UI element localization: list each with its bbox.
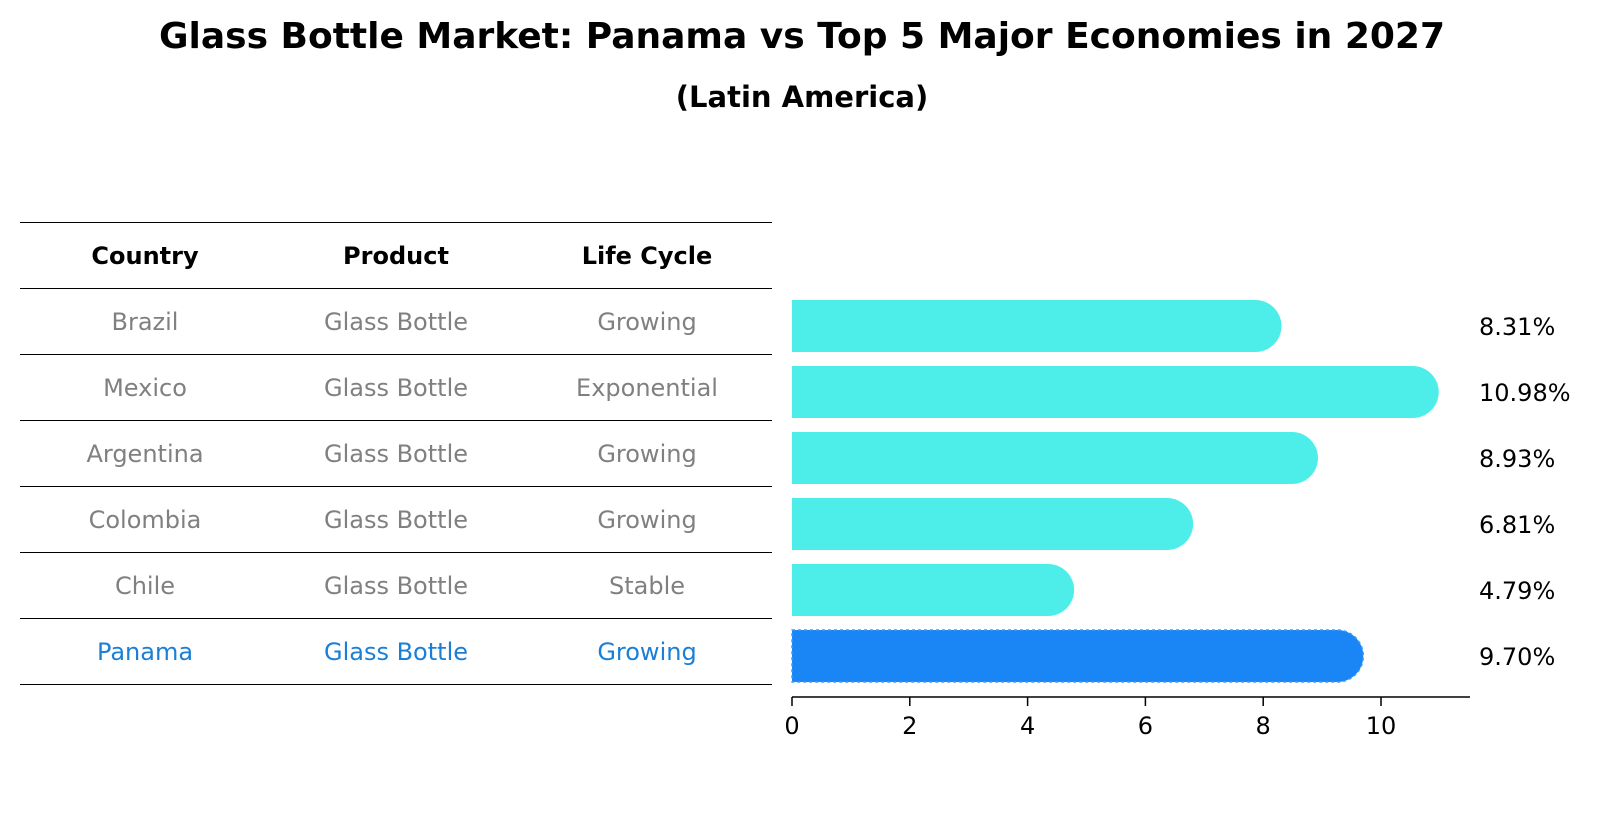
cell-country: Argentina [86,439,204,468]
x-tick-label: 10 [1366,712,1397,740]
bar-panama [791,629,1365,683]
cell-life-cycle: Growing [597,307,697,336]
x-tick-label: 8 [1256,712,1271,740]
value-label-colombia: 6.81% [1479,511,1555,539]
table-row-highlight: Panama Glass Bottle Growing [20,618,772,685]
header-country: Country [91,241,199,270]
bar-mexico [792,366,1439,418]
cell-product: Glass Bottle [323,439,468,468]
x-tick-label: 0 [784,712,799,740]
value-label-brazil: 8.31% [1479,313,1555,341]
cell-life-cycle: Growing [597,637,697,666]
cell-product: Glass Bottle [323,571,468,600]
header-product: Product [343,241,449,270]
market-table: Country Product Life Cycle Brazil Glass … [20,222,772,685]
cell-country: Panama [96,637,194,666]
cell-product: Glass Bottle [323,373,468,402]
chart-subtitle: (Latin America) [675,80,929,114]
cell-product: Glass Bottle [323,505,468,534]
table-row: Colombia Glass Bottle Growing [20,486,772,552]
value-label-mexico: 10.98% [1479,379,1571,407]
bar-brazil [792,300,1282,352]
cell-product: Glass Bottle [323,307,468,336]
cell-country: Brazil [111,307,179,336]
table-row: Mexico Glass Bottle Exponential [20,354,772,420]
cell-product: Glass Bottle [323,637,468,666]
value-label-argentina: 8.93% [1479,445,1555,473]
bar-chile [792,564,1075,616]
cell-life-cycle: Exponential [576,373,718,402]
cell-life-cycle: Growing [597,439,697,468]
cell-country: Colombia [88,505,202,534]
x-tick-label: 4 [1020,712,1035,740]
bar-argentina [792,432,1318,484]
cell-life-cycle: Growing [597,505,697,534]
cell-country: Mexico [103,373,187,402]
x-tick-label: 6 [1138,712,1153,740]
chart-title: Glass Bottle Market: Panama vs Top 5 Maj… [158,16,1446,57]
value-label-panama: 9.70% [1479,643,1555,671]
table-row: Brazil Glass Bottle Growing [20,288,772,354]
value-label-chile: 4.79% [1479,577,1555,605]
table-row: Chile Glass Bottle Stable [20,552,772,618]
bar-colombia [792,498,1194,550]
table-row: Argentina Glass Bottle Growing [20,420,772,486]
cell-life-cycle: Stable [608,571,686,600]
cell-country: Chile [114,571,176,600]
header-life-cycle: Life Cycle [581,241,713,270]
table-header-row: Country Product Life Cycle [20,222,772,288]
x-tick-label: 2 [902,712,917,740]
